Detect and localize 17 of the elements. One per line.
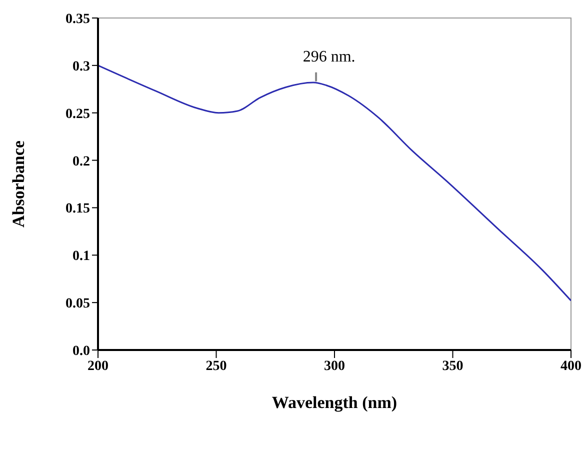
y-tick-label: 0.05 — [66, 296, 90, 312]
y-tick-label: 0.2 — [72, 154, 90, 170]
x-axis-title: Wavelength (nm) — [272, 393, 398, 412]
x-tick-label: 400 — [560, 358, 582, 374]
y-tick-label: 0.0 — [72, 344, 90, 359]
x-tick-label: 300 — [324, 358, 345, 374]
y-tick-label: 0.3 — [72, 59, 90, 74]
y-tick-label: 0.25 — [66, 106, 90, 122]
y-tick-label: 0.1 — [72, 249, 90, 264]
x-tick-label: 200 — [88, 358, 108, 374]
y-tick-label: 0.35 — [66, 12, 90, 27]
x-tick-label: 250 — [206, 358, 227, 374]
y-tick-label: 0.15 — [66, 202, 90, 217]
y-axis-title: Absorbance — [9, 140, 28, 228]
line-series — [98, 64, 571, 302]
x-tick-label: 350 — [442, 358, 464, 374]
annotation: 296 nm. — [302, 48, 356, 66]
